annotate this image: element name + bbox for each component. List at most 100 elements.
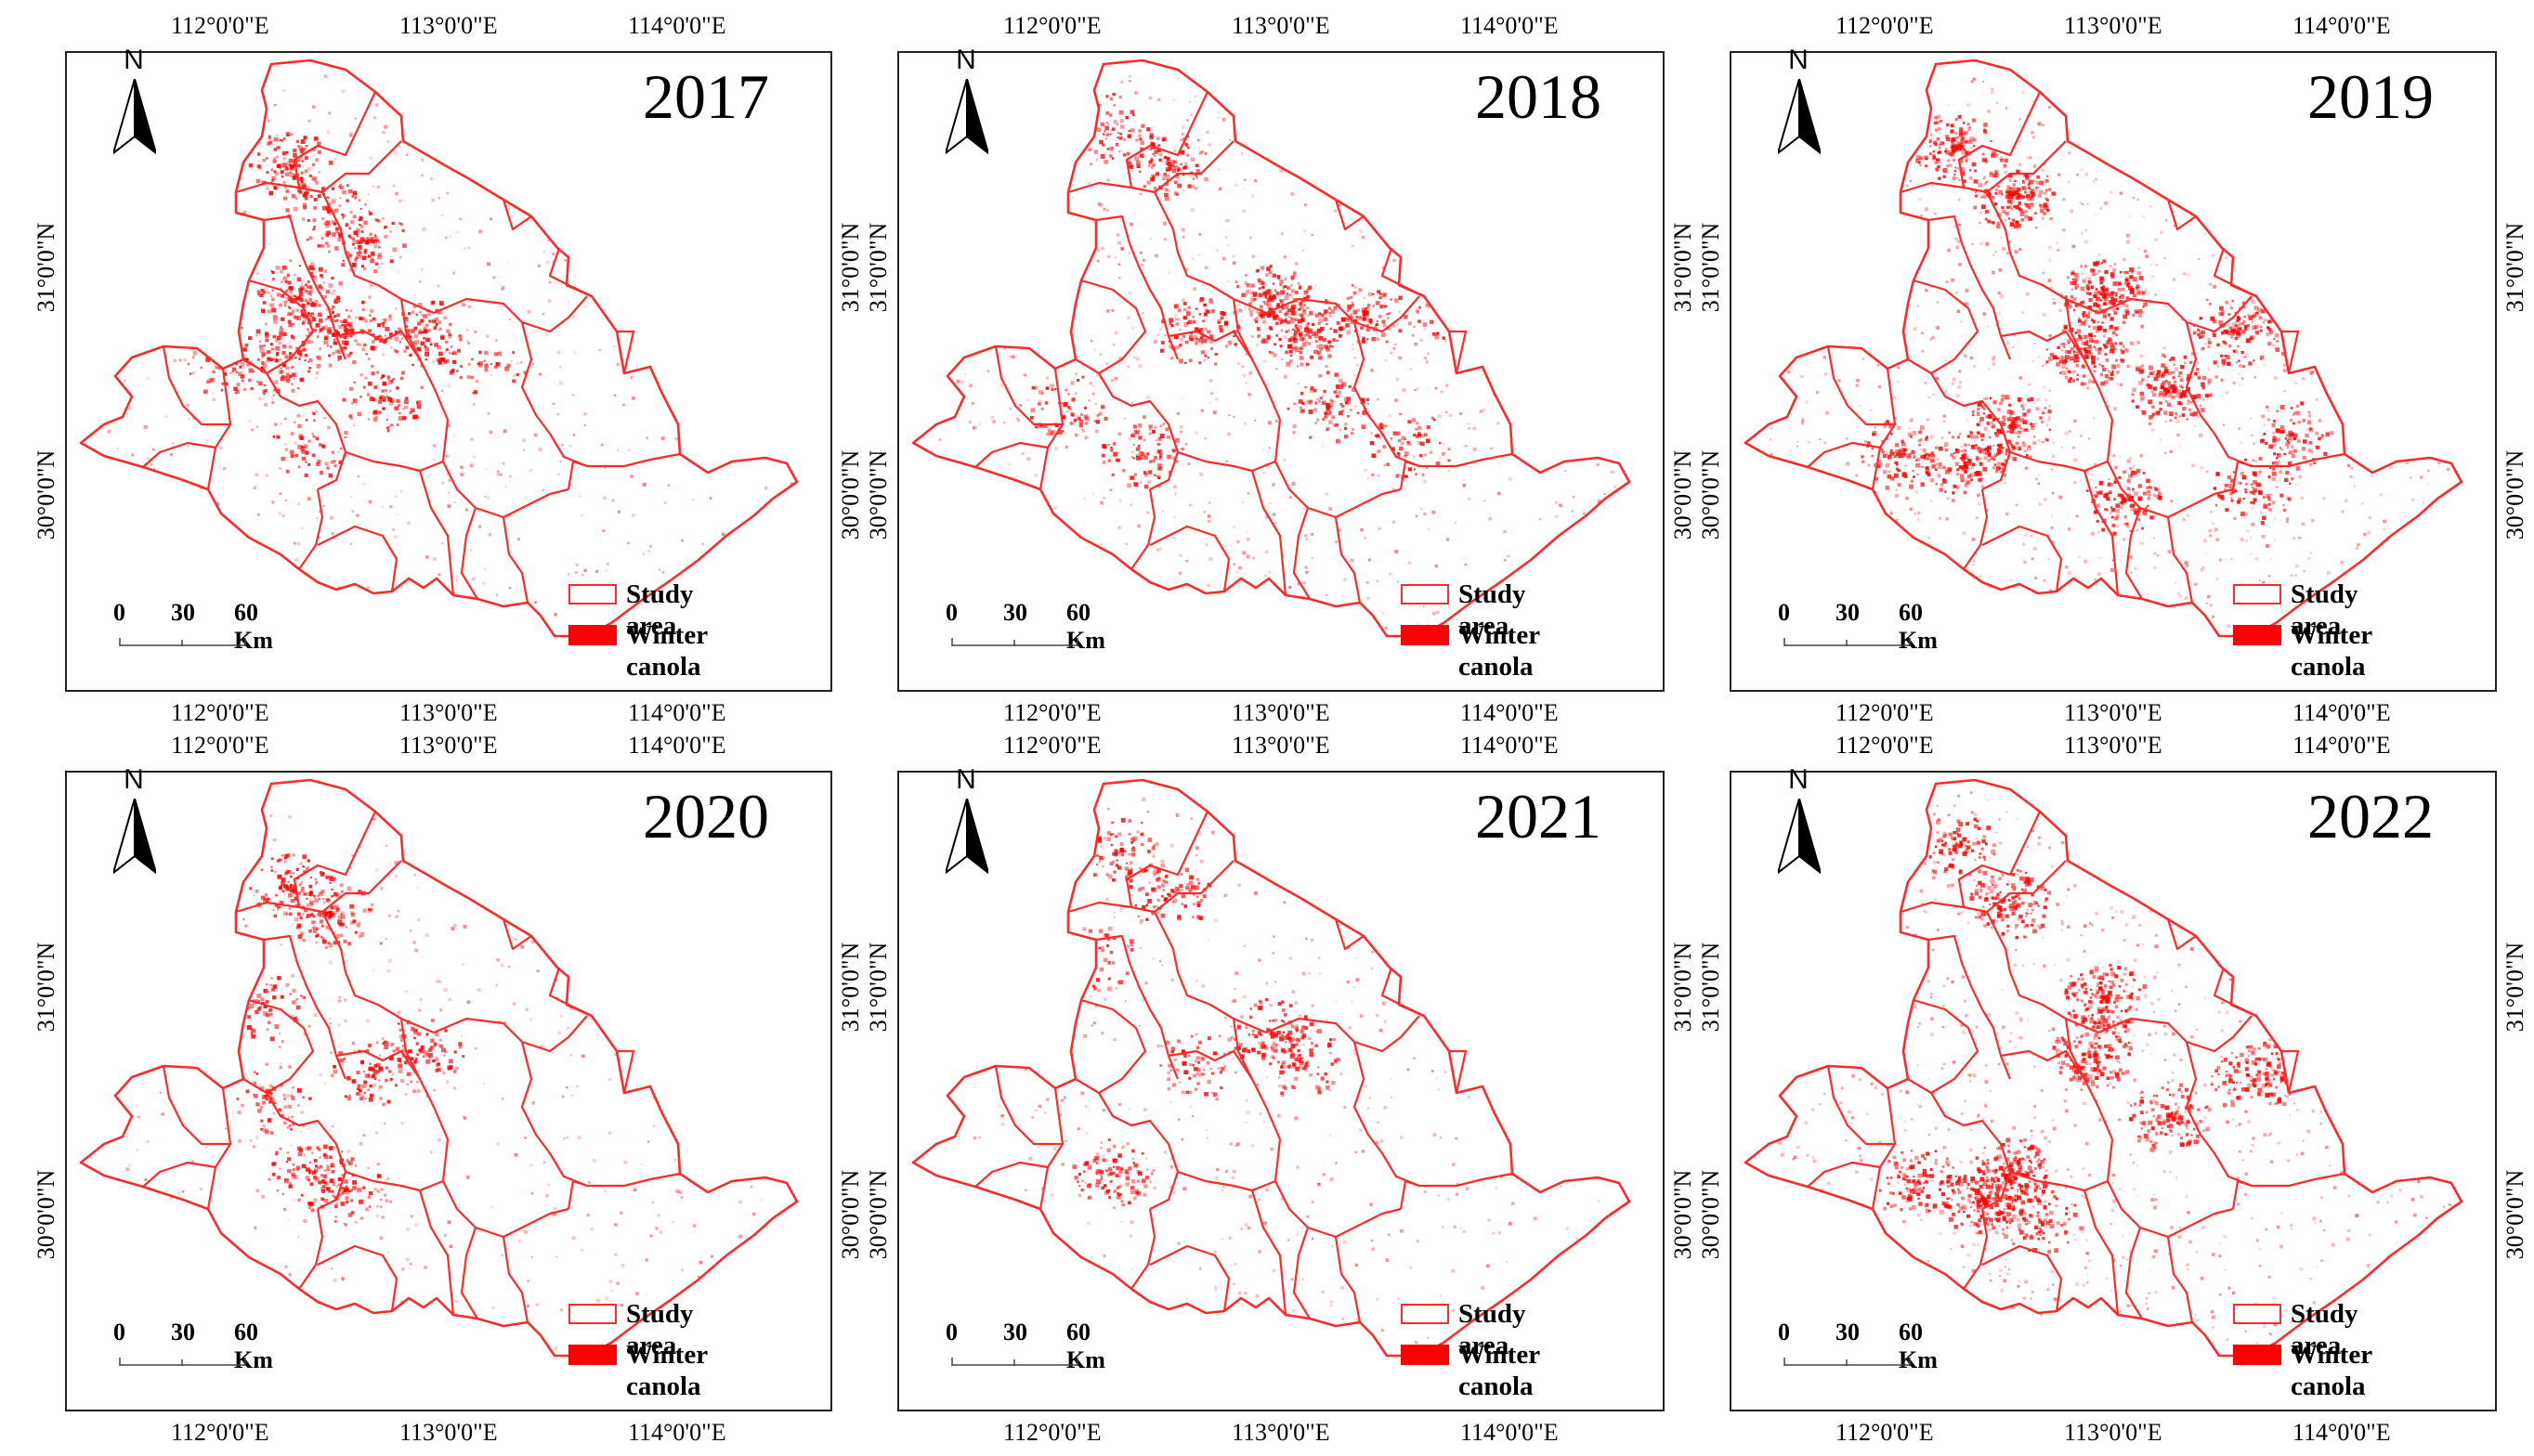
canola-pixel xyxy=(1395,377,1400,382)
canola-pixel xyxy=(2031,425,2035,431)
canola-pixel xyxy=(2088,298,2093,303)
canola-pixel xyxy=(2241,365,2245,369)
canola-pixel xyxy=(295,139,299,144)
canola-pixel xyxy=(271,271,275,275)
canola-pixel xyxy=(2229,334,2234,339)
canola-pixel xyxy=(2007,217,2011,220)
canola-pixel xyxy=(1823,441,1827,445)
canola-pixel xyxy=(1195,327,1199,332)
canola-pixel xyxy=(382,325,385,328)
canola-pixel xyxy=(271,167,274,170)
canola-pixel xyxy=(2182,518,2186,522)
canola-pixel xyxy=(1438,457,1442,461)
canola-pixel xyxy=(2001,206,2005,210)
canola-pixel xyxy=(1415,428,1417,431)
canola-pixel xyxy=(372,397,376,402)
canola-pixel xyxy=(2142,306,2145,308)
canola-pixel xyxy=(1186,119,1189,122)
canola-pixel xyxy=(2292,413,2295,416)
canola-pixel xyxy=(1979,462,1982,464)
canola-pixel xyxy=(1925,471,1929,474)
canola-pixel xyxy=(2010,455,2012,458)
canola-pixel xyxy=(2000,397,2005,402)
canola-pixel xyxy=(387,425,391,428)
canola-pixel xyxy=(376,239,380,242)
canola-pixel xyxy=(270,280,272,282)
canola-pixel xyxy=(2171,384,2175,388)
canola-pixel xyxy=(1346,310,1349,313)
canola-pixel xyxy=(1208,520,1210,523)
canola-pixel xyxy=(1290,192,1294,196)
canola-pixel xyxy=(427,312,431,317)
canola-pixel xyxy=(1147,480,1152,485)
canola-pixel xyxy=(1360,317,1365,321)
canola-pixel xyxy=(2232,330,2236,332)
canola-pixel xyxy=(659,568,660,571)
canola-pixel xyxy=(271,500,275,504)
canola-pixel xyxy=(1341,382,1347,387)
canola-pixel xyxy=(1198,338,1203,343)
canola-pixel xyxy=(1876,464,1881,469)
canola-pixel xyxy=(284,296,288,300)
canola-pixel xyxy=(289,286,294,291)
canola-pixel xyxy=(2084,349,2088,354)
canola-pixel xyxy=(2149,371,2152,376)
canola-pixel xyxy=(415,313,418,316)
canola-pixel xyxy=(390,345,393,349)
canola-pixel xyxy=(1392,431,1397,436)
canola-pixel xyxy=(2186,401,2190,406)
canola-pixel xyxy=(1944,390,1948,394)
canola-pixel xyxy=(1894,417,1897,420)
canola-pixel xyxy=(1278,282,1283,286)
canola-pixel xyxy=(1448,469,1450,472)
canola-pixel xyxy=(2061,447,2063,448)
canola-pixel xyxy=(2173,211,2175,213)
canola-pixel xyxy=(264,402,268,407)
canola-pixel xyxy=(1175,460,1179,463)
canola-pixel xyxy=(2241,306,2246,309)
canola-pixel xyxy=(1259,305,1263,309)
longitude-label: 114°0'0"E xyxy=(2292,699,2391,726)
canola-pixel xyxy=(1198,312,1202,316)
canola-pixel xyxy=(2116,364,2121,368)
canola-pixel xyxy=(493,352,498,357)
canola-pixel xyxy=(2256,307,2262,313)
canola-pixel xyxy=(634,585,638,589)
canola-pixel xyxy=(1938,146,1941,150)
canola-pixel xyxy=(1296,327,1299,330)
canola-pixel xyxy=(1879,462,1884,467)
canola-pixel xyxy=(1262,319,1266,324)
canola-pixel xyxy=(307,497,311,501)
canola-pixel xyxy=(1392,520,1395,524)
canola-pixel xyxy=(2096,503,2100,508)
canola-pixel xyxy=(2068,430,2071,434)
canola-pixel xyxy=(251,428,254,432)
canola-pixel xyxy=(1203,511,1206,514)
canola-pixel xyxy=(1945,280,1949,284)
canola-pixel xyxy=(382,381,387,386)
canola-pixel xyxy=(2188,399,2190,402)
canola-pixel xyxy=(1992,356,1996,358)
canola-pixel xyxy=(2023,533,2028,537)
canola-pixel xyxy=(282,344,286,348)
canola-pixel xyxy=(369,232,372,236)
canola-pixel xyxy=(1329,344,1332,347)
canola-pixel xyxy=(2110,483,2114,487)
canola-pixel xyxy=(1244,281,1248,285)
canola-pixel xyxy=(1118,110,1124,115)
canola-pixel xyxy=(1158,467,1161,470)
canola-pixel xyxy=(1948,152,1953,156)
canola-pixel xyxy=(261,361,265,365)
canola-pixel xyxy=(398,222,402,225)
canola-pixel xyxy=(281,456,285,462)
canola-pixel xyxy=(1158,443,1161,446)
canola-pixel xyxy=(1281,232,1284,235)
canola-pixel xyxy=(1301,409,1305,413)
canola-pixel xyxy=(2113,480,2117,484)
canola-pixel xyxy=(2121,500,2123,503)
canola-pixel xyxy=(2326,571,2331,575)
canola-pixel xyxy=(2026,156,2029,160)
canola-pixel xyxy=(2199,317,2202,320)
canola-pixel xyxy=(2122,320,2125,324)
canola-pixel xyxy=(2234,329,2239,333)
